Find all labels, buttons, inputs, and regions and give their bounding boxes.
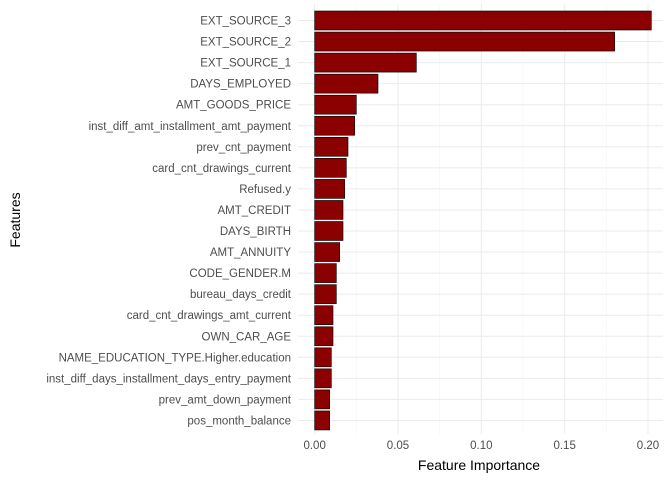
y-tick-label: AMT_ANNUITY	[210, 247, 291, 259]
bar	[314, 347, 332, 368]
y-tick-label: CODE_GENDER.M	[189, 268, 291, 280]
bar	[314, 94, 357, 115]
x-tick-label: 0.00	[303, 440, 325, 452]
bar	[314, 137, 349, 157]
bar	[314, 368, 332, 389]
bar	[314, 221, 344, 241]
y-tick-label: pos_month_balance	[187, 415, 291, 427]
x-tick-label: 0.10	[470, 440, 492, 452]
bar	[314, 158, 347, 178]
bar	[314, 52, 417, 73]
bar	[314, 115, 355, 136]
y-tick-label: bureau_days_credit	[190, 289, 292, 301]
bar	[314, 389, 330, 410]
y-tick-label: card_cnt_drawings_current	[152, 163, 292, 175]
y-tick-label: DAYS_EMPLOYED	[190, 79, 291, 91]
x-axis-title: Feature Importance	[418, 457, 540, 473]
x-tick-label: 0.20	[637, 440, 659, 452]
y-tick-labels: EXT_SOURCE_3 EXT_SOURCE_2 EXT_SOURCE_1 DAYS…	[46, 16, 291, 428]
y-tick-label: inst_diff_amt_installment_amt_payment	[89, 121, 292, 133]
y-tick-label: inst_diff_days_installment_days_entry_pa…	[46, 373, 291, 385]
y-tick-label: AMT_GOODS_PRICE	[176, 100, 291, 112]
y-tick-label: EXT_SOURCE_1	[200, 58, 291, 70]
y-tick-label: OWN_CAR_AGE	[202, 331, 292, 343]
bars	[314, 10, 652, 431]
x-tick-label: 0.15	[553, 440, 575, 452]
bar	[314, 410, 330, 431]
bar	[314, 284, 337, 304]
y-tick-label: AMT_CREDIT	[218, 205, 291, 217]
y-axis-title: Features	[7, 192, 23, 247]
y-tick-label: card_cnt_drawings_amt_current	[127, 310, 292, 322]
bar	[314, 326, 334, 347]
x-tick-labels: 0.00 0.05 0.10 0.15 0.20	[303, 440, 659, 452]
y-tick-label: EXT_SOURCE_2	[200, 37, 291, 49]
y-tick-label: DAYS_BIRTH	[220, 226, 291, 238]
bar	[314, 73, 379, 94]
bar	[314, 305, 334, 326]
y-tick-label: Refused.y	[239, 184, 291, 196]
y-tick-label: prev_amt_down_payment	[159, 394, 292, 406]
bar	[314, 179, 345, 199]
x-tick-label: 0.05	[387, 440, 409, 452]
y-tick-label: NAME_EDUCATION_TYPE.Higher.education	[59, 352, 291, 364]
bar	[314, 242, 340, 262]
y-tick-label: EXT_SOURCE_3	[200, 16, 291, 28]
bar	[314, 10, 652, 31]
y-tick-label: prev_cnt_payment	[196, 142, 291, 154]
bar	[314, 263, 337, 283]
bar	[314, 31, 615, 52]
bar	[314, 200, 344, 220]
